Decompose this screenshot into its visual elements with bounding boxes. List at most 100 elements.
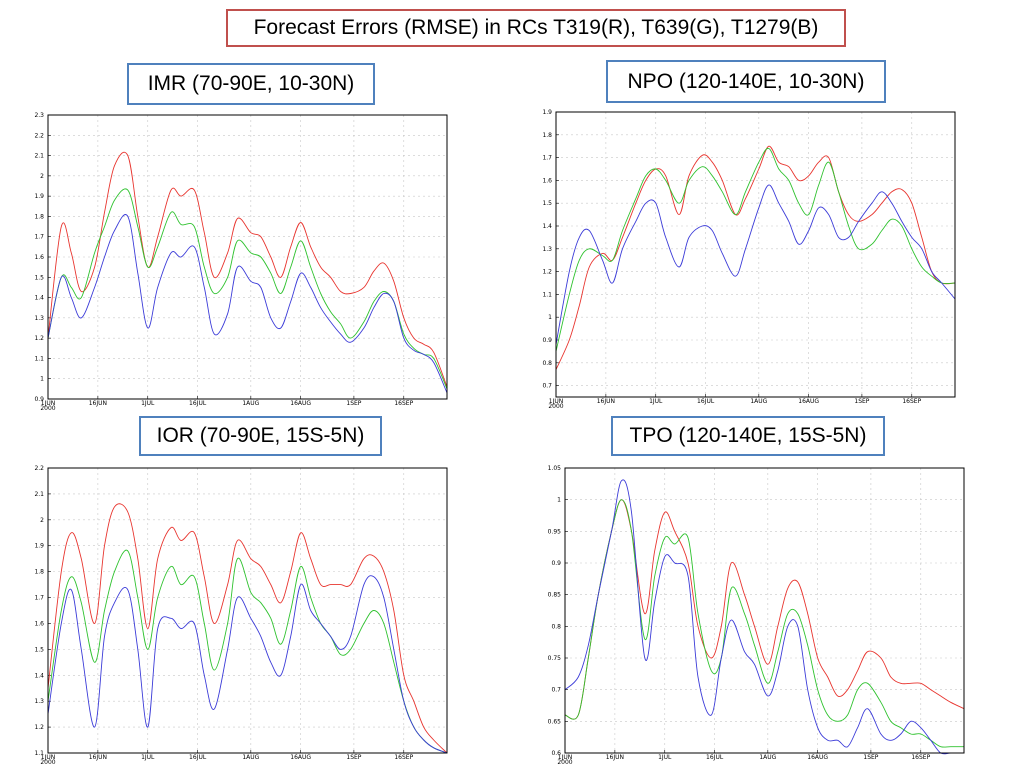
y-tick-label: 1.05 xyxy=(548,465,562,472)
y-tick-label: 0.65 xyxy=(548,718,562,725)
y-tick-label: 1.7 xyxy=(34,234,44,241)
y-tick-label: 2.1 xyxy=(34,491,44,498)
panel-title-ior: IOR (70-90E, 15S-5N) xyxy=(139,416,382,456)
x-tick-label: 1AUG xyxy=(759,754,776,761)
y-tick-label: 1.2 xyxy=(34,724,44,731)
x-tick-label: 16JUL xyxy=(189,400,207,407)
chart-imr: 0.9 1 1.1 1.2 1.3 1.4 1.5 1.6 1.7 1.8 1.9 2 2.1 2.2 2.… xyxy=(34,112,448,412)
panel-title-tpo: TPO (120-140E, 15S-5N) xyxy=(611,416,885,456)
plot-frame xyxy=(47,114,448,400)
x-tick-label: 16AUG xyxy=(807,754,828,761)
y-tick-label: 1.1 xyxy=(542,291,552,298)
y-tick-label: 1.2 xyxy=(542,269,552,276)
y-tick-label: 0.85 xyxy=(548,592,562,599)
y-tick-label: 1.7 xyxy=(34,595,44,602)
y-tick-label: 1.3 xyxy=(34,698,44,705)
year-label: 2000 xyxy=(40,759,55,766)
plot-frame xyxy=(47,467,448,754)
y-tick-label: 2.1 xyxy=(34,153,44,160)
series-line-t639 xyxy=(564,499,964,748)
y-tick-label: 1.3 xyxy=(34,315,44,322)
y-tick-label: 1.2 xyxy=(34,335,44,342)
series-line-t1279 xyxy=(47,214,448,394)
y-tick-label: 1.8 xyxy=(34,569,44,576)
y-tick-label: 1.5 xyxy=(34,274,44,281)
y-tick-label: 0.8 xyxy=(551,623,561,630)
y-tick-label: 1.4 xyxy=(34,295,44,302)
y-tick-label: 0.7 xyxy=(551,687,561,694)
x-tick-label: 1JUN xyxy=(41,400,55,407)
x-tick-label: 16JUL xyxy=(189,754,207,761)
y-tick-label: 2.3 xyxy=(34,112,44,119)
x-tick-label: 1JUL xyxy=(658,754,672,761)
y-tick-label: 1.1 xyxy=(34,355,44,362)
x-tick-label: 16SEP xyxy=(902,398,921,405)
y-tick-label: 1.9 xyxy=(34,193,44,200)
x-tick-label: 16JUN xyxy=(606,754,624,761)
x-tick-label: 1AUG xyxy=(750,398,767,405)
x-tick-label: 16JUN xyxy=(89,400,107,407)
panel-title-imr: IMR (70-90E, 10-30N) xyxy=(127,63,375,105)
x-tick-label: 1JUN xyxy=(558,754,572,761)
x-tick-label: 1SEP xyxy=(346,754,361,761)
y-tick-label: 2 xyxy=(40,517,44,524)
y-tick-label: 1.4 xyxy=(542,223,552,230)
y-tick-label: 0.8 xyxy=(542,360,552,367)
y-tick-label: 0.6 xyxy=(551,750,561,757)
x-tick-label: 16AUG xyxy=(290,400,311,407)
series-line-t319 xyxy=(555,145,956,370)
year-label: 2000 xyxy=(548,403,563,410)
y-tick-label: 2.2 xyxy=(34,132,44,139)
x-tick-label: 16SEP xyxy=(911,754,930,761)
y-tick-label: 1.6 xyxy=(34,254,44,261)
plot-frame xyxy=(555,111,956,398)
y-tick-label: 1.8 xyxy=(542,132,552,139)
y-tick-label: 1.8 xyxy=(34,213,44,220)
x-tick-label: 1JUN xyxy=(549,398,563,405)
y-tick-label: 1.1 xyxy=(34,750,44,757)
y-tick-label: 1 xyxy=(548,314,552,321)
x-tick-label: 1SEP xyxy=(863,754,878,761)
y-tick-label: 2 xyxy=(40,173,44,180)
panel-title-npo: NPO (120-140E, 10-30N) xyxy=(606,60,886,103)
series-line-t639 xyxy=(47,549,448,754)
y-tick-label: 0.95 xyxy=(548,528,562,535)
x-tick-label: 16JUN xyxy=(597,398,615,405)
y-tick-label: 1 xyxy=(557,497,561,504)
y-tick-label: 1.4 xyxy=(34,672,44,679)
series-line-t1279 xyxy=(47,575,448,754)
y-tick-label: 0.75 xyxy=(548,655,562,662)
x-tick-label: 16SEP xyxy=(394,754,413,761)
series-line-t639 xyxy=(47,188,448,390)
y-tick-label: 0.9 xyxy=(34,396,44,403)
x-tick-label: 1SEP xyxy=(854,398,869,405)
x-tick-label: 16JUL xyxy=(706,754,724,761)
y-tick-label: 1.6 xyxy=(34,620,44,627)
chart-ior: 1.1 1.2 1.3 1.4 1.5 1.6 1.7 1.8 1.9 2 2.1 2.2 1JUN 16… xyxy=(34,465,448,766)
series-line-t319 xyxy=(47,151,448,387)
year-label: 2000 xyxy=(557,759,572,766)
series-line-t319 xyxy=(564,499,965,720)
y-tick-label: 1 xyxy=(40,376,44,383)
series-line-t1279 xyxy=(555,184,956,345)
x-tick-label: 1SEP xyxy=(346,400,361,407)
x-tick-label: 16AUG xyxy=(290,754,311,761)
chart-tpo: 0.6 0.65 0.7 0.75 0.8 0.85 0.9 0.95 1 1.05 1JUN 16J… xyxy=(548,465,965,766)
x-tick-label: 16JUN xyxy=(89,754,107,761)
series-line-t1279 xyxy=(564,479,964,755)
y-tick-label: 0.7 xyxy=(542,383,552,390)
x-tick-label: 16JUL xyxy=(697,398,715,405)
y-tick-label: 1.7 xyxy=(542,155,552,162)
x-tick-label: 1JUL xyxy=(141,400,155,407)
x-tick-label: 1AUG xyxy=(242,400,259,407)
x-tick-label: 16SEP xyxy=(394,400,413,407)
y-tick-label: 1.9 xyxy=(542,109,552,116)
x-tick-label: 1JUL xyxy=(141,754,155,761)
plot-frame xyxy=(564,467,965,754)
series-line-t639 xyxy=(555,147,956,352)
x-tick-label: 1AUG xyxy=(242,754,259,761)
x-tick-label: 1JUL xyxy=(649,398,663,405)
y-tick-label: 1.5 xyxy=(542,200,552,207)
y-tick-label: 1.9 xyxy=(34,543,44,550)
